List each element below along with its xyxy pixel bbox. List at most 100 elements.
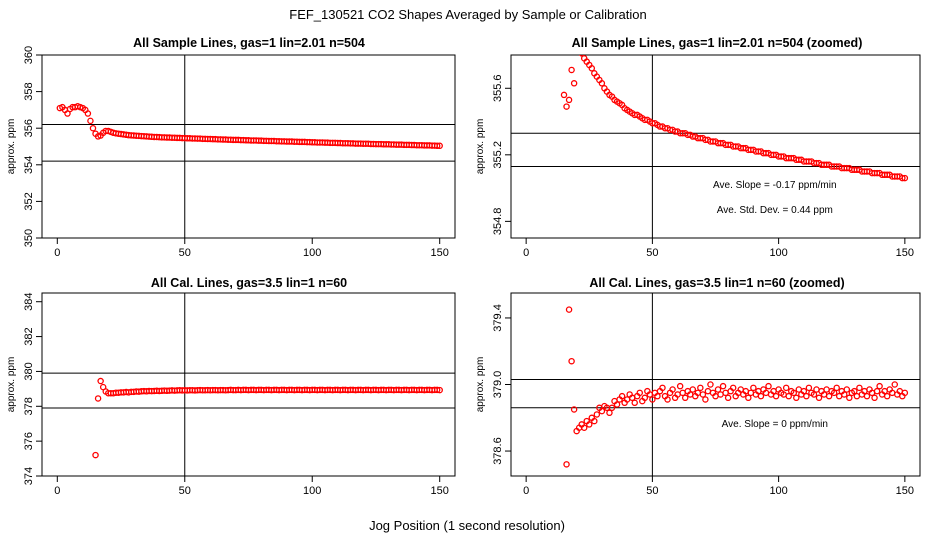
y-tick-label: 360 bbox=[23, 46, 35, 64]
data-point bbox=[84, 110, 92, 117]
data-point bbox=[586, 421, 593, 428]
y-tick-label: 352 bbox=[23, 192, 35, 210]
data-point bbox=[598, 80, 606, 87]
y-tick-label: 380 bbox=[23, 362, 35, 380]
y-axis-label: approx. ppm bbox=[475, 119, 486, 175]
data-points bbox=[56, 102, 443, 150]
y-tick-label: 355.2 bbox=[492, 141, 504, 169]
x-tick-label: 50 bbox=[646, 247, 658, 259]
y-tick-label: 382 bbox=[23, 327, 35, 345]
data-point bbox=[883, 392, 891, 400]
data-point bbox=[833, 384, 840, 392]
data-points bbox=[560, 55, 909, 182]
data-point bbox=[649, 396, 656, 403]
data-point bbox=[724, 394, 732, 402]
data-point bbox=[92, 451, 99, 459]
data-point bbox=[901, 174, 909, 182]
data-point bbox=[563, 103, 570, 110]
panel-sample-lines: All Sample Lines, gas=1 lin=2.01 n=504 0… bbox=[6, 36, 456, 259]
x-tick-label: 150 bbox=[896, 485, 914, 497]
data-point bbox=[570, 80, 578, 87]
data-point bbox=[891, 381, 899, 388]
data-point bbox=[618, 392, 626, 400]
data-point bbox=[560, 91, 568, 99]
y-tick-label: 384 bbox=[23, 293, 35, 311]
data-point bbox=[793, 394, 800, 402]
data-point bbox=[676, 382, 684, 390]
data-point bbox=[790, 389, 798, 397]
data-point bbox=[699, 391, 707, 398]
data-point bbox=[436, 142, 443, 150]
y-tick-label: 355.6 bbox=[492, 75, 504, 103]
panel-title: All Sample Lines, gas=1 lin=2.01 n=504 (… bbox=[572, 36, 863, 50]
data-point bbox=[97, 377, 104, 385]
x-tick-label: 0 bbox=[54, 485, 60, 497]
plot-frame bbox=[41, 54, 456, 239]
data-point bbox=[641, 394, 649, 402]
data-point bbox=[899, 174, 906, 182]
data-point bbox=[654, 392, 661, 400]
data-point bbox=[803, 392, 810, 400]
y-tick-label: 374 bbox=[23, 467, 35, 485]
data-point bbox=[871, 394, 878, 402]
data-point bbox=[664, 396, 671, 403]
y-tick-label: 354 bbox=[23, 156, 35, 174]
data-point bbox=[697, 384, 704, 392]
data-point bbox=[568, 66, 575, 74]
panel-sample-lines-zoomed: All Sample Lines, gas=1 lin=2.01 n=504 (… bbox=[475, 36, 921, 259]
y-tick-label: 379.0 bbox=[492, 371, 504, 399]
data-point bbox=[94, 395, 102, 402]
y-tick-label: 378 bbox=[23, 397, 35, 415]
data-point bbox=[841, 391, 848, 398]
x-tick-label: 50 bbox=[646, 485, 658, 497]
x-axis-label: Jog Position (1 second resolution) bbox=[369, 518, 565, 533]
data-points bbox=[563, 306, 909, 468]
data-point bbox=[608, 404, 616, 412]
panel-title: All Sample Lines, gas=1 lin=2.01 n=504 bbox=[133, 36, 365, 50]
data-point bbox=[87, 117, 94, 125]
y-tick-label: 379.4 bbox=[492, 304, 504, 332]
data-point bbox=[707, 381, 714, 388]
data-point bbox=[613, 401, 621, 408]
data-point bbox=[580, 424, 588, 432]
data-point bbox=[606, 409, 613, 417]
data-point bbox=[719, 382, 727, 390]
y-axis-label: approx. ppm bbox=[475, 357, 486, 413]
data-point bbox=[750, 384, 757, 392]
data-point bbox=[846, 394, 853, 402]
data-point bbox=[436, 386, 443, 394]
data-point bbox=[856, 384, 863, 392]
data-point bbox=[782, 384, 790, 392]
x-tick-label: 0 bbox=[523, 247, 529, 259]
panel-title: All Cal. Lines, gas=3.5 lin=1 n=60 (zoom… bbox=[589, 276, 844, 290]
data-point bbox=[785, 392, 792, 400]
data-point bbox=[689, 386, 697, 393]
y-tick-label: 350 bbox=[23, 229, 35, 247]
data-point bbox=[876, 382, 883, 390]
data-point bbox=[815, 394, 823, 402]
plot-frame bbox=[41, 292, 456, 477]
annotation-text: Ave. Slope = 0 ppm/min bbox=[722, 419, 828, 430]
x-tick-label: 100 bbox=[769, 247, 787, 259]
y-tick-label: 378.6 bbox=[492, 437, 504, 465]
data-point bbox=[873, 387, 881, 395]
x-tick-label: 50 bbox=[179, 247, 191, 259]
data-point bbox=[631, 399, 638, 407]
data-point bbox=[745, 394, 752, 402]
data-point bbox=[565, 96, 573, 104]
plot-frame bbox=[510, 54, 921, 239]
data-point bbox=[568, 357, 575, 365]
y-axis-label: approx. ppm bbox=[6, 119, 17, 175]
data-point bbox=[805, 384, 813, 392]
data-point bbox=[901, 389, 909, 397]
x-tick-label: 150 bbox=[431, 247, 449, 259]
data-point bbox=[843, 386, 851, 393]
data-point bbox=[772, 392, 780, 400]
data-point bbox=[563, 461, 570, 468]
data-point bbox=[825, 392, 833, 400]
data-point bbox=[565, 306, 573, 313]
y-tick-label: 354.8 bbox=[492, 208, 504, 236]
data-point bbox=[810, 391, 818, 398]
data-point bbox=[89, 124, 97, 132]
y-tick-label: 376 bbox=[23, 432, 35, 450]
